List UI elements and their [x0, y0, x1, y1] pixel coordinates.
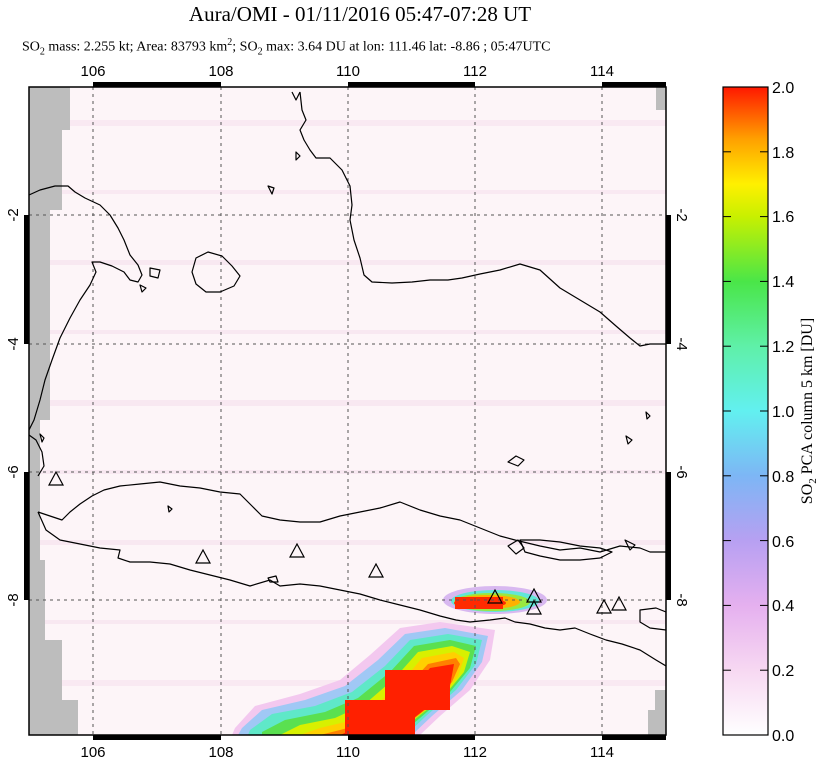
- lon-label-bottom: 112: [463, 744, 487, 759]
- colorbar-tick-label: 1.0: [772, 404, 794, 421]
- colorbar-ticks: [723, 86, 768, 736]
- lon-label-bottom: 110: [336, 744, 360, 759]
- lon-label-top: 108: [208, 63, 233, 80]
- lon-label-top: 114: [590, 63, 614, 80]
- colorbar-tick-label: 0.6: [772, 534, 794, 551]
- lon-label-bottom: 106: [80, 744, 105, 759]
- lon-label-bottom: 108: [208, 744, 233, 759]
- so2-plume-south: [232, 622, 495, 735]
- colorbar-tick-label: 1.2: [772, 339, 794, 356]
- triangle-icon: [486, 588, 504, 604]
- lat-label-right: -2: [673, 208, 690, 221]
- lat-label-left: -4: [5, 337, 22, 350]
- lon-label-top: 112: [463, 63, 487, 80]
- colorbar-tick-label: 0.4: [772, 598, 794, 615]
- lon-label-top: 110: [336, 63, 360, 80]
- no-data-region-left: [29, 87, 78, 735]
- lat-label-right: -6: [673, 465, 690, 478]
- graticule: [29, 87, 666, 735]
- so2-plume-east-java: [443, 586, 547, 614]
- colorbar-label: SO2 PCA column 5 km [DU]: [799, 318, 819, 504]
- colorbar-tick-label: 1.4: [772, 274, 794, 291]
- triangle-icon: [610, 595, 628, 611]
- colorbar-tick-label: 0.0: [772, 728, 794, 745]
- subtitle: SO2 mass: 2.255 kt; Area: 83793 km2; SO2…: [22, 37, 551, 58]
- triangle-icon: [194, 548, 212, 564]
- lat-label-left: -2: [5, 208, 22, 221]
- page-title: Aura/OMI - 01/11/2016 05:47-07:28 UT: [188, 2, 532, 26]
- colorbar-tick-label: 1.6: [772, 209, 794, 226]
- colorbar-tick-label: 0.2: [772, 663, 794, 680]
- no-data-region-right-bottom: [648, 690, 666, 735]
- colorbar-tick-label: 1.8: [772, 145, 794, 162]
- colorbar-tick-label: 2.0: [772, 80, 794, 97]
- no-data-region-right-top: [656, 87, 666, 110]
- lat-label-left: -8: [5, 593, 22, 606]
- triangle-icon: [525, 599, 543, 615]
- colorbar-tick-label: 0.8: [772, 469, 794, 486]
- map-frame: [28, 86, 667, 736]
- lat-label-left: -6: [5, 465, 22, 478]
- lat-label-right: -4: [673, 337, 690, 350]
- triangle-icon: [288, 542, 306, 558]
- lon-label-bottom: 114: [590, 744, 614, 759]
- triangle-icon: [47, 470, 65, 486]
- triangle-icon: [367, 562, 385, 578]
- lat-label-right: -8: [673, 593, 690, 606]
- lon-label-top: 106: [80, 63, 105, 80]
- triangle-icon: [595, 598, 613, 614]
- volcano-markers: [47, 470, 628, 615]
- map-border-ticks: [24, 82, 671, 740]
- coastlines: [29, 91, 666, 667]
